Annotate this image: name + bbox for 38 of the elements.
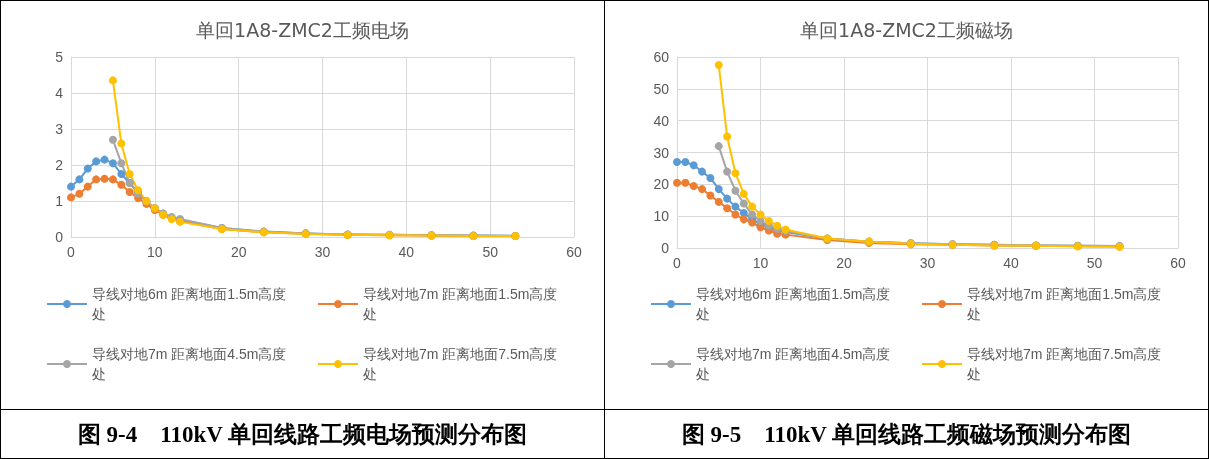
y-tick-label: 20 — [653, 176, 670, 193]
y-tick-label: 0 — [55, 229, 64, 245]
x-tick-label: 50 — [1086, 255, 1103, 271]
x-tick-label: 10 — [752, 255, 769, 271]
y-tick-label: 60 — [653, 49, 670, 65]
caption: 图 9-5 110kV 单回线路工频磁场预测分布图 — [605, 409, 1208, 458]
legend-label: 导线对地7m 距离地面4.5m高度处 — [92, 346, 287, 382]
x-tick-label: 40 — [398, 244, 415, 260]
chart-title: 单回1A8-ZMC2工频磁场 — [800, 18, 1013, 41]
y-tick-label: 40 — [653, 112, 670, 129]
x-tick-label: 30 — [919, 255, 936, 271]
legend-label: 导线对地6m 距离地面1.5m高度处 — [696, 286, 891, 322]
x-tick-label: 60 — [566, 244, 582, 260]
caption: 图 9-4 110kV 单回线路工频电场预测分布图 — [1, 409, 604, 458]
x-tick-label: 0 — [67, 244, 76, 260]
x-tick-label: 50 — [482, 244, 499, 260]
y-tick-label: 1 — [55, 193, 64, 209]
x-tick-label: 30 — [314, 244, 331, 260]
legend-label: 导线对地7m 距离地面1.5m高度处 — [967, 286, 1162, 322]
y-tick-label: 10 — [653, 208, 670, 225]
legend-label: 导线对地7m 距离地面1.5m高度处 — [363, 286, 558, 322]
x-tick-label: 10 — [147, 244, 163, 260]
y-tick-label: 2 — [55, 157, 64, 173]
chart-title: 单回1A8-ZMC2工频电场 — [196, 18, 409, 41]
y-tick-label: 4 — [55, 85, 64, 101]
legend-label: 导线对地7m 距离地面7.5m高度处 — [363, 346, 558, 382]
x-tick-label: 20 — [230, 244, 247, 260]
y-tick-label: 30 — [653, 144, 670, 161]
y-tick-label: 50 — [653, 80, 670, 97]
y-tick-label: 5 — [55, 49, 64, 65]
y-tick-label: 3 — [55, 121, 64, 137]
x-tick-label: 20 — [836, 255, 852, 271]
legend-label: 导线对地7m 距离地面7.5m高度处 — [967, 346, 1162, 382]
legend-label: 导线对地6m 距离地面1.5m高度处 — [92, 286, 287, 322]
x-tick-label: 60 — [1170, 255, 1186, 271]
x-tick-label: 0 — [673, 255, 682, 271]
legend-label: 导线对地7m 距离地面4.5m高度处 — [696, 346, 891, 382]
x-tick-label: 40 — [1003, 255, 1019, 271]
